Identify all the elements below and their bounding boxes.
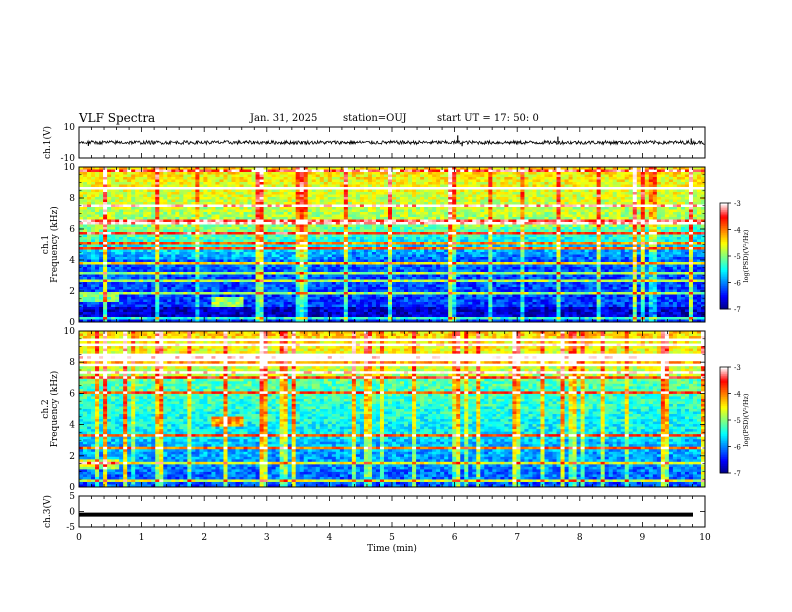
x-tick-label-1: 1 [139,533,145,543]
x-tick-label-8: 8 [577,533,583,543]
y-axis-label-2-1: Frequency (kHz) [49,206,60,283]
colorbar-tick-label-2-1: -4 [734,391,741,399]
y-tick-label-3-4: 8 [69,358,75,368]
y-tick-label-3-1: 2 [69,452,75,462]
x-tick-label-10: 10 [699,533,711,543]
y-axis-label-2-0: ch.1 [41,235,51,254]
station-label: station=OUJ [343,113,407,124]
x-tick-label-0: 0 [76,533,82,543]
x-tick-label-4: 4 [327,533,333,543]
chart-title: VLF Spectra [79,111,155,125]
y-tick-label-4-2: -5 [66,523,75,533]
colorbar-tick-label-1-0: -3 [734,200,741,208]
x-tick-label-5: 5 [389,533,395,543]
colorbar-tick-label-2-4: -7 [734,470,741,478]
start-time-label: start UT = 17: 50: 0 [437,113,539,124]
x-tick-label-6: 6 [452,533,458,543]
y-axis-label-3-0: ch.2 [41,399,51,418]
y-axis-label-4-0: ch.3(V) [42,495,53,528]
y-tick-label-2-5: 10 [64,163,76,173]
colorbar-ch1 [720,203,728,310]
x-axis-label: Time (min) [367,543,417,554]
y-tick-label-4-1: 0 [69,508,75,518]
y-tick-label-1-0: 10 [64,123,76,133]
y-tick-label-1-1: -10 [61,154,76,164]
date-label: Jan. 31, 2025 [250,113,317,124]
x-tick-label-7: 7 [514,533,520,543]
colorbar-tick-label-1-1: -4 [734,227,741,235]
x-tick-label-2: 2 [201,533,207,543]
y-tick-label-2-4: 8 [69,194,75,204]
ch1-waveform-line [78,139,706,146]
x-tick-label-3: 3 [264,533,270,543]
colorbar-ch2 [720,367,728,474]
colorbar-label-2: log(PSD)(V²/Hz) [742,393,750,446]
y-tick-label-3-3: 6 [69,389,75,399]
spectrogram-ch1 [79,167,706,323]
colorbar-tick-label-2-2: -5 [734,417,741,425]
colorbar-tick-label-2-0: -3 [734,364,741,372]
y-tick-label-2-2: 4 [69,256,75,266]
colorbar-tick-label-1-2: -5 [734,253,741,261]
y-tick-label-2-1: 2 [69,287,75,297]
y-tick-label-3-2: 4 [69,421,75,431]
y-tick-label-4-0: 5 [69,492,75,502]
y-tick-label-3-0: 0 [69,483,75,493]
colorbar-tick-label-1-3: -6 [734,280,741,288]
y-tick-label-3-5: 10 [64,327,76,337]
colorbar-tick-label-2-3: -6 [734,444,741,452]
y-tick-label-2-3: 6 [69,225,75,235]
x-tick-label-9: 9 [640,533,646,543]
y-axis-label-3-1: Frequency (kHz) [49,371,60,448]
y-axis-label-1-0: ch.1(V) [42,126,53,159]
colorbar-label-1: log(PSD)(V²/Hz) [742,229,750,282]
colorbar-tick-label-1-4: -7 [734,306,741,314]
y-tick-label-2-0: 0 [69,318,75,328]
spectrogram-ch2 [79,331,706,488]
